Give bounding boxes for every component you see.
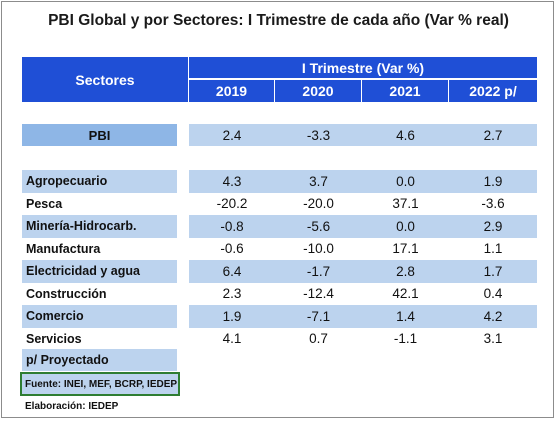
elaboration-note: Elaboración: IEDEP [25,401,119,412]
year-header-2022: 2022 p/ [449,80,537,102]
sector-value: -1.1 [393,331,418,347]
sector-value: -7.1 [306,308,331,324]
sector-label: Manufactura [26,241,101,256]
sector-value: -10.0 [303,241,334,257]
year-header-2019: 2019 [189,80,275,102]
sector-label: Pesca [26,196,63,211]
pbi-label-cell: PBI [22,124,177,146]
sector-value: -5.6 [306,218,331,234]
sector-value: 2.3 [222,286,242,302]
sector-value: -12.4 [303,286,334,302]
sector-value: 3.1 [483,331,503,347]
sector-label: Construcción [26,286,107,301]
sector-value: 4.3 [222,173,242,189]
sector-label: Servicios [26,331,82,346]
sector-value: -20.2 [216,196,248,212]
sector-value: 1.1 [483,241,503,257]
sector-label: Comercio [22,305,177,328]
year-header-2021: 2021 [362,80,449,102]
projected-note: p/ Proyectado [26,353,109,367]
sector-values-band [189,260,537,283]
sector-values-band [189,170,537,193]
table-title: PBI Global y por Sectores: I Trimestre d… [48,12,509,29]
sector-value: 0.7 [309,331,328,347]
source-note-cell: Fuente: INEI, MEF, BCRP, IEDEP [20,372,180,396]
sector-value: -1.7 [306,263,331,279]
sector-value: 3.7 [309,173,328,189]
sector-value: 0.4 [483,286,503,302]
sector-value: -3.6 [481,196,505,212]
sector-value: -20.0 [303,196,334,212]
pbi-value: 2.4 [222,127,242,143]
pbi-label: PBI [88,127,111,143]
sector-value: 2.8 [396,263,415,279]
pbi-value: 4.6 [396,127,415,143]
source-note: Fuente: INEI, MEF, BCRP, IEDEP [25,378,178,390]
sector-values-band [189,215,537,238]
pbi-values-band [189,124,537,146]
sectors-header: Sectores [22,57,188,102]
sector-value: 4.1 [222,331,242,347]
sector-label: Minería-Hidrocarb. [22,215,177,238]
sector-label: Agropecuario [22,170,177,193]
sector-value: 2.9 [483,218,503,234]
sector-value: 1.9 [483,173,503,189]
pbi-value: 2.7 [483,127,503,143]
sector-label: Electricidad y agua [22,260,177,283]
period-header: I Trimestre (Var %) [189,57,537,79]
sector-value: -0.8 [220,218,244,234]
pbi-value: -3.3 [306,127,331,143]
sector-value: 37.1 [392,196,419,212]
sector-value: 17.1 [392,241,419,257]
sector-value: 0.0 [396,218,415,234]
sector-value: 42.1 [392,286,419,302]
sector-value: 1.4 [396,308,415,324]
sector-value: 4.2 [483,308,503,324]
projected-note-cell: p/ Proyectado [22,349,177,371]
sector-value: 1.9 [222,308,242,324]
sector-value: 6.4 [222,263,242,279]
sector-value: -0.6 [220,241,244,257]
sector-value: 1.7 [483,263,503,279]
sector-value: 0.0 [396,173,415,189]
year-header-2020: 2020 [275,80,362,102]
sector-values-band [189,305,537,328]
